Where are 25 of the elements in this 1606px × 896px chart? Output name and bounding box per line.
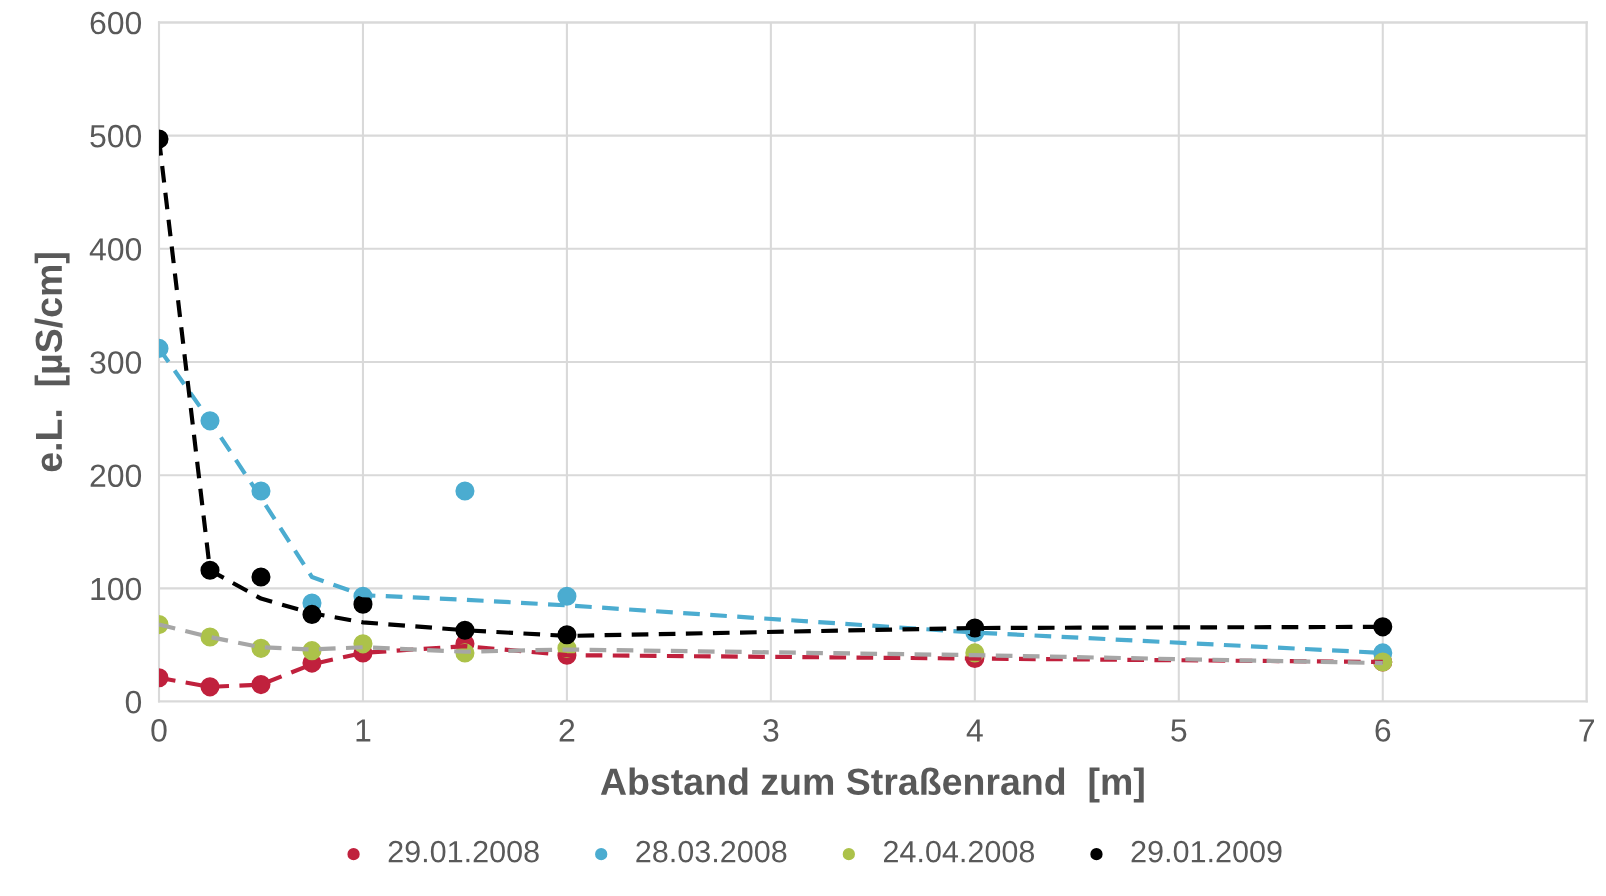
y-tick-label: 0	[125, 690, 142, 714]
point	[251, 567, 271, 587]
x-tick-label: 5	[1171, 719, 1187, 742]
y-tick-label: 400	[89, 238, 142, 261]
x-tick-label: 3	[763, 719, 779, 742]
point	[455, 481, 475, 501]
y-tick-label: 500	[90, 124, 142, 148]
x-axis-title: Abstand zum Straßenrand [m]	[600, 767, 1144, 803]
x-tick-label: 0	[151, 719, 167, 742]
y-tick-label: 200	[90, 464, 142, 488]
y-tick-label: 600	[90, 11, 142, 35]
x-tick-label: 4	[966, 719, 983, 742]
y-tick-label: 100	[91, 577, 142, 601]
y-tick-label: 300	[90, 351, 142, 374]
point	[353, 594, 373, 614]
x-tick-label: 6	[1375, 719, 1391, 742]
y-axis-title: e.L. [µS/cm]	[34, 253, 70, 472]
x-tick-label: 1	[356, 719, 371, 742]
legend-label: 24.04.2008	[883, 840, 1035, 863]
x-tick-label: 2	[559, 719, 575, 742]
x-tick-label: 7	[1579, 719, 1595, 742]
legend-label: 28.03.2008	[636, 840, 787, 863]
legend-label: 29.01.2008	[388, 840, 539, 863]
legend-label: 29.01.2009	[1131, 840, 1282, 863]
point	[557, 586, 577, 606]
